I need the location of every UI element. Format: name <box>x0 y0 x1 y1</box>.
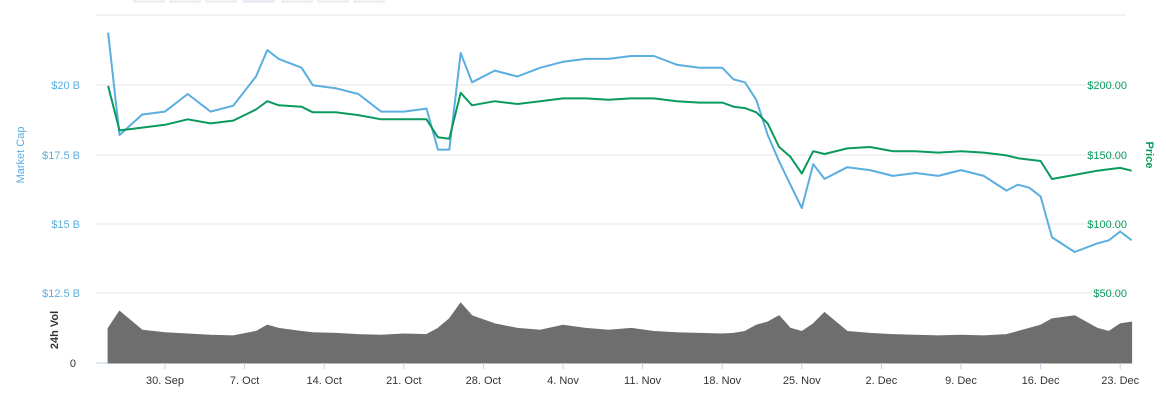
x-tick-label: 4. Nov <box>547 375 579 387</box>
x-tick-label: 9. Dec <box>945 375 977 387</box>
left-tick-label: $20 B <box>51 80 80 92</box>
x-tick-label: 28. Oct <box>466 375 501 387</box>
left-tick-label: $15 B <box>51 219 80 231</box>
x-tick-label: 11. Nov <box>624 375 662 387</box>
left-tick-label: $17.5 B <box>42 150 80 162</box>
right-tick-label: $50.00 <box>1093 288 1127 300</box>
x-tick-label: 18. Nov <box>703 375 741 387</box>
tab-strip <box>133 0 385 3</box>
right-tick-label: $200.00 <box>1087 80 1127 92</box>
x-tick-label: 30. Sep <box>146 375 184 387</box>
grid-lines <box>96 14 1126 364</box>
series-layer <box>107 32 1133 253</box>
x-tick-label: 7. Oct <box>230 375 259 387</box>
volume-tick-label: 0 <box>70 358 76 370</box>
market-cap-line <box>107 32 1133 253</box>
x-tick-label: 21. Oct <box>386 375 421 387</box>
volume-area <box>107 302 1133 364</box>
right-tick-label: $100.00 <box>1087 219 1127 231</box>
axes-layer: $20 B $17.5 B $15 B $12.5 B $200.00 $150.00 $1… <box>42 80 1140 387</box>
price-line <box>107 85 1132 180</box>
price-axis-label: Price <box>1143 142 1155 169</box>
x-tick-label: 23. Dec <box>1101 375 1139 387</box>
x-tick-label: 25. Nov <box>783 375 821 387</box>
x-tick-label: 16. Dec <box>1022 375 1060 387</box>
x-tick-label: 14. Oct <box>306 375 341 387</box>
x-tick-label: 2. Dec <box>866 375 898 387</box>
volume-layer <box>107 302 1133 364</box>
volume-axis-label: 24h Vol <box>49 311 61 349</box>
market-cap-axis-label: Market Cap <box>15 127 27 184</box>
right-tick-label: $150.00 <box>1087 150 1127 162</box>
left-tick-label: $12.5 B <box>42 288 80 300</box>
